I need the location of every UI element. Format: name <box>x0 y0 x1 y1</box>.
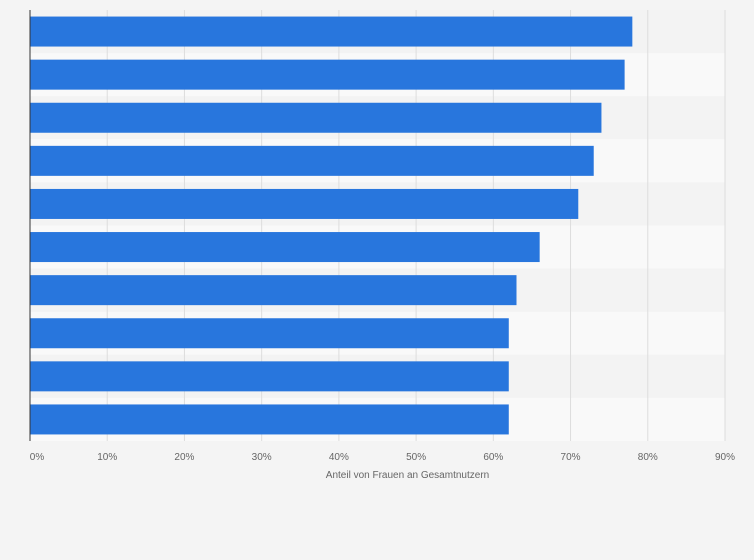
bar[interactable] <box>30 318 509 349</box>
bar[interactable] <box>30 232 540 263</box>
x-tick-label: 20% <box>174 452 194 463</box>
x-tick-label: 70% <box>561 452 581 463</box>
x-tick-label: 30% <box>252 452 272 463</box>
x-tick-label: 80% <box>638 452 658 463</box>
bars <box>30 16 633 435</box>
x-tick-label: 50% <box>406 452 426 463</box>
bar[interactable] <box>30 145 594 176</box>
x-tick-label: 0% <box>30 452 45 463</box>
bar[interactable] <box>30 404 509 435</box>
x-tick-labels: 0% 10% 20% 30% 40% 50% 60% 70% 80% 90% <box>30 452 735 463</box>
bar[interactable] <box>30 16 633 47</box>
bar[interactable] <box>30 59 625 90</box>
x-tick-label: 90% <box>715 452 735 463</box>
x-tick-label: 60% <box>483 452 503 463</box>
x-tick-label: 10% <box>97 452 117 463</box>
bar[interactable] <box>30 188 579 219</box>
bar[interactable] <box>30 102 602 133</box>
x-tick-label: 40% <box>329 452 349 463</box>
bar[interactable] <box>30 361 509 392</box>
bar[interactable] <box>30 275 517 306</box>
x-axis-title: Anteil von Frauen an Gesamtnutzern <box>326 470 489 481</box>
